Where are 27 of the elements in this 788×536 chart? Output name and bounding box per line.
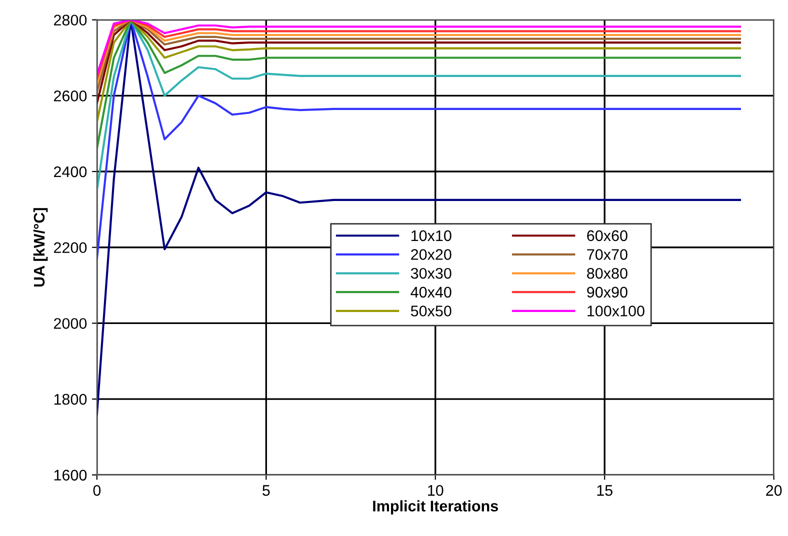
legend-label: 20x20 (411, 249, 452, 260)
line-series (96, 20, 742, 150)
legend-label: 80x80 (587, 268, 628, 279)
y-axis-title: UA [kW/°C] (33, 208, 48, 287)
y-tick-label: 2800 (54, 14, 87, 26)
legend-label: 50x50 (410, 306, 452, 316)
x-tick-label: 5 (262, 485, 270, 496)
x-tick-label: 10 (428, 485, 444, 496)
y-tick-label: 2400 (54, 166, 87, 178)
legend-label: 100x100 (588, 306, 644, 316)
legend-label: 60x60 (587, 230, 628, 242)
x-tick-label: 20 (766, 485, 782, 496)
legend-label: 10x10 (411, 230, 452, 242)
line-series (96, 20, 742, 192)
legend-label: 70x70 (587, 249, 628, 260)
y-tick-label: 1800 (54, 394, 87, 405)
y-tick-label: 1600 (54, 470, 87, 481)
line-series (96, 20, 742, 124)
x-tick-label: 15 (597, 485, 612, 496)
y-tick-label: 2600 (54, 90, 87, 102)
legend-label: 30x30 (410, 268, 452, 279)
legend-label: 90x90 (587, 286, 628, 298)
x-tick-label: 0 (93, 485, 101, 496)
legend-label: 40x40 (410, 286, 452, 298)
x-axis-title: Implicit Iterations (373, 500, 498, 514)
y-tick-label: 2200 (54, 242, 87, 254)
y-tick-label: 2000 (54, 318, 87, 329)
